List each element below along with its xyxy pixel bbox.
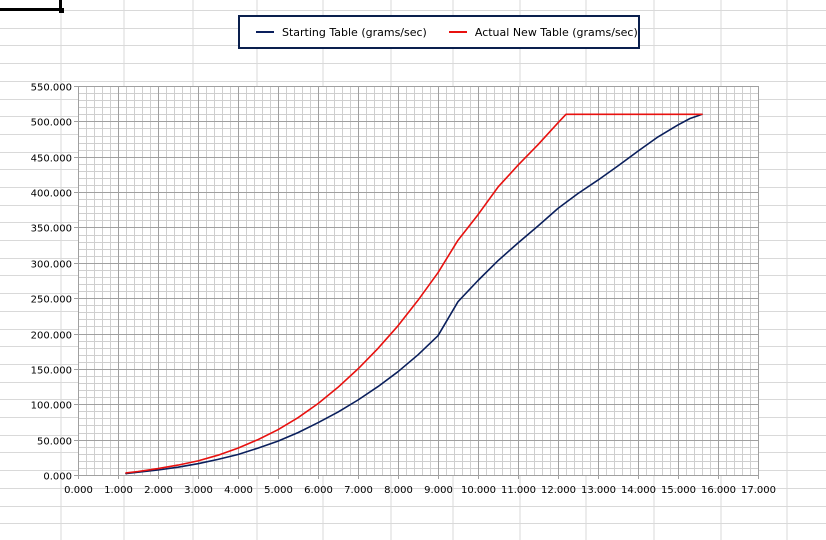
x-tick-label: 11.000 xyxy=(501,485,536,496)
y-tick-label: 50.000 xyxy=(37,437,72,448)
y-tick-label: 500.000 xyxy=(31,118,72,129)
y-tick-label: 400.000 xyxy=(31,189,72,200)
x-tick-label: 3.000 xyxy=(184,485,213,496)
y-tick-label: 200.000 xyxy=(31,331,72,342)
x-tick-label: 14.000 xyxy=(621,485,656,496)
x-tick-label: 6.000 xyxy=(304,485,333,496)
legend-label-starting: Starting Table (grams/sec) xyxy=(282,25,427,39)
x-tick-label: 0.000 xyxy=(64,485,93,496)
legend-item-starting: Starting Table (grams/sec) xyxy=(240,26,427,39)
x-tick-label: 13.000 xyxy=(581,485,616,496)
x-tick-label: 9.000 xyxy=(424,485,453,496)
x-tick-label: 10.000 xyxy=(461,485,496,496)
legend-swatch-actual xyxy=(448,31,467,33)
plot-area xyxy=(78,86,758,475)
y-tick-label: 100.000 xyxy=(31,401,72,412)
x-tick-label: 16.000 xyxy=(701,485,736,496)
y-tick-label: 450.000 xyxy=(31,154,72,165)
x-tick-label: 17.000 xyxy=(741,485,776,496)
x-tick-label: 1.000 xyxy=(104,485,133,496)
x-axis-tick-labels: 0.000 1.000 2.000 3.000 4.000 5.000 6.000 7.000… xyxy=(64,485,776,496)
x-tick-label: 12.000 xyxy=(541,485,576,496)
x-tick-label: 7.000 xyxy=(344,485,373,496)
fill-handle[interactable] xyxy=(59,8,64,13)
y-tick-label: 250.000 xyxy=(31,295,72,306)
x-tick-label: 5.000 xyxy=(264,485,293,496)
series-lines xyxy=(125,113,703,475)
y-tick-label: 350.000 xyxy=(31,224,72,235)
y-axis-tick-labels: 0.000 50.000 100.000 150.000 200.000 250.000 3… xyxy=(31,83,72,483)
x-tick-label: 8.000 xyxy=(384,485,413,496)
x-tick-label: 4.000 xyxy=(224,485,253,496)
legend-item-actual: Actual New Table (grams/sec) xyxy=(433,26,638,39)
minor-gridlines xyxy=(78,86,758,475)
selected-cell-cursor[interactable] xyxy=(0,0,64,13)
y-tick-label: 150.000 xyxy=(31,366,72,377)
x-tick-label: 2.000 xyxy=(144,485,173,496)
series-line-actual-new-table xyxy=(125,113,703,474)
y-tick-label: 300.000 xyxy=(31,260,72,271)
legend-label-actual: Actual New Table (grams/sec) xyxy=(474,25,638,39)
y-tick-label: 0.000 xyxy=(43,472,72,483)
x-tick-label: 15.000 xyxy=(661,485,696,496)
series-line-starting-table xyxy=(125,113,703,475)
chart-legend: Starting Table (grams/sec) Actual New Ta… xyxy=(238,15,640,49)
legend-swatch-starting xyxy=(256,31,274,33)
y-tick-label: 550.000 xyxy=(31,83,72,94)
